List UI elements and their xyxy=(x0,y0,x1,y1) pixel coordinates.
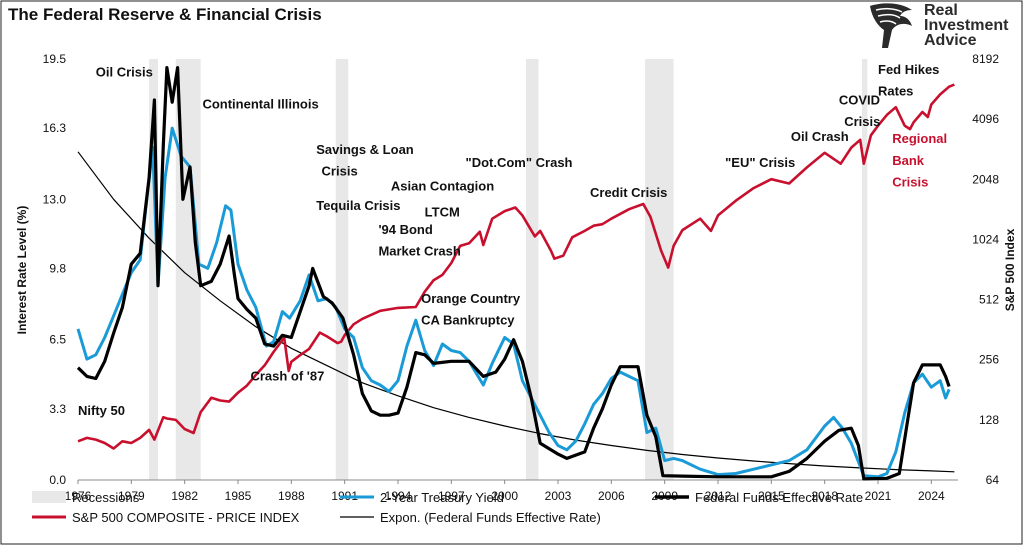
brand-name: Real Investment Advice xyxy=(924,2,1009,49)
x-tick-label: 2021 xyxy=(865,489,892,503)
y-tick-label: 16.3 xyxy=(43,121,67,135)
y-axis-title: Interest Rate Level (%) xyxy=(15,206,29,335)
annotation-label: Orange Country xyxy=(421,291,521,306)
annotation-label: Credit Crisis xyxy=(590,185,667,200)
axes: 1976197919821985198819911994199720002003… xyxy=(43,52,1000,503)
x-tick-label: 1988 xyxy=(278,489,305,503)
annotation-label: "Dot.Com" Crash xyxy=(466,155,573,170)
annotation-label: Crisis xyxy=(844,114,880,129)
x-tick-label: 1994 xyxy=(385,489,412,503)
series-sp500 xyxy=(77,83,955,450)
x-tick-label: 1982 xyxy=(171,489,198,503)
legend-label: Expon. (Federal Funds Effective Rate) xyxy=(380,510,601,525)
y2-tick-label: 2048 xyxy=(972,172,999,186)
y2-axis-title: S&P 500 Index xyxy=(1003,228,1017,311)
recession-band xyxy=(645,59,674,480)
series-lines xyxy=(76,66,955,481)
annotation-label: "EU" Crisis xyxy=(725,155,795,170)
brand-logo: Real Investment Advice xyxy=(862,0,1022,50)
series-2yr-yield xyxy=(76,126,951,479)
brand-line-1: Real xyxy=(924,2,958,19)
x-tick-label: 1997 xyxy=(438,489,465,503)
y2-tick-label: 64 xyxy=(986,473,1000,487)
x-tick-label: 2018 xyxy=(811,489,838,503)
recession-band xyxy=(149,59,158,480)
brand-line-2: Investment xyxy=(924,17,1009,34)
legend-swatch-recessions xyxy=(32,491,66,503)
x-tick-label: 2012 xyxy=(705,489,732,503)
legend: Recessions 2-Year Treasury Yield Federal F… xyxy=(32,490,863,525)
legend-label: Federal Funds Effective Rate xyxy=(695,490,863,505)
x-tick-label: 2015 xyxy=(758,489,785,503)
annotation-label: COVID xyxy=(839,92,880,107)
y-tick-label: 3.3 xyxy=(49,402,66,416)
y2-tick-label: 256 xyxy=(979,353,999,367)
recession-band xyxy=(526,59,539,480)
annotation-label: Rates xyxy=(878,84,913,99)
annotation-label: CA Bankruptcy xyxy=(421,313,515,328)
annotation-label: Market Crash xyxy=(378,243,460,258)
x-tick-label: 2000 xyxy=(491,489,518,503)
y-tick-label: 19.5 xyxy=(43,52,67,66)
recession-bands xyxy=(149,59,868,480)
x-tick-label: 1985 xyxy=(225,489,252,503)
eagle-logo-icon xyxy=(870,3,912,49)
x-tick-label: 1976 xyxy=(65,489,92,503)
y2-tick-label: 512 xyxy=(979,293,999,307)
y2-tick-label: 1024 xyxy=(972,232,999,246)
chart-title: The Federal Reserve & Financial Crisis xyxy=(8,5,322,24)
annotation-label: Oil Crisis xyxy=(96,64,153,79)
annotation-label: Nifty 50 xyxy=(78,403,125,418)
legend-label: S&P 500 COMPOSITE - PRICE INDEX xyxy=(72,510,300,525)
series-fed-funds xyxy=(76,66,951,481)
y-tick-label: 13.0 xyxy=(43,192,67,206)
y-tick-label: 9.8 xyxy=(49,261,66,275)
annotation-label: Crisis xyxy=(892,174,928,189)
annotation-label: Asian Contagion xyxy=(391,179,494,194)
legend-label: Recessions xyxy=(72,490,140,505)
y-tick-label: 0.0 xyxy=(49,473,66,487)
annotation-label: Oil Crash xyxy=(791,129,849,144)
x-tick-label: 2006 xyxy=(598,489,625,503)
y2-tick-label: 128 xyxy=(979,413,999,427)
annotation-label: Savings & Loan xyxy=(316,142,414,157)
x-tick-label: 2003 xyxy=(545,489,572,503)
annotation-label: Fed Hikes xyxy=(878,62,939,77)
annotation-label: '94 Bond xyxy=(378,222,432,237)
recession-band xyxy=(335,59,349,480)
annotations: Oil Crisis Continental Illinois Savings & … xyxy=(78,62,947,418)
legend-label: 2-Year Treasury Yield xyxy=(380,490,504,505)
x-tick-label: 2024 xyxy=(918,489,945,503)
annotation-label: Crash of '87 xyxy=(250,369,324,384)
annotation-label: Tequila Crisis xyxy=(316,198,400,213)
recession-band xyxy=(862,59,868,480)
annotation-label: Crisis xyxy=(322,164,358,179)
annotation-label: LTCM xyxy=(425,205,460,220)
annotation-label: Bank xyxy=(892,153,925,168)
x-tick-label: 1979 xyxy=(118,489,145,503)
annotation-label: Regional xyxy=(892,131,947,146)
y2-tick-label: 4096 xyxy=(972,112,999,126)
series-expon-trend xyxy=(77,151,955,473)
annotation-label: Continental Illinois xyxy=(202,97,318,112)
y-tick-label: 6.5 xyxy=(49,333,66,347)
brand-line-3: Advice xyxy=(924,32,977,49)
y2-tick-label: 8192 xyxy=(972,52,999,66)
